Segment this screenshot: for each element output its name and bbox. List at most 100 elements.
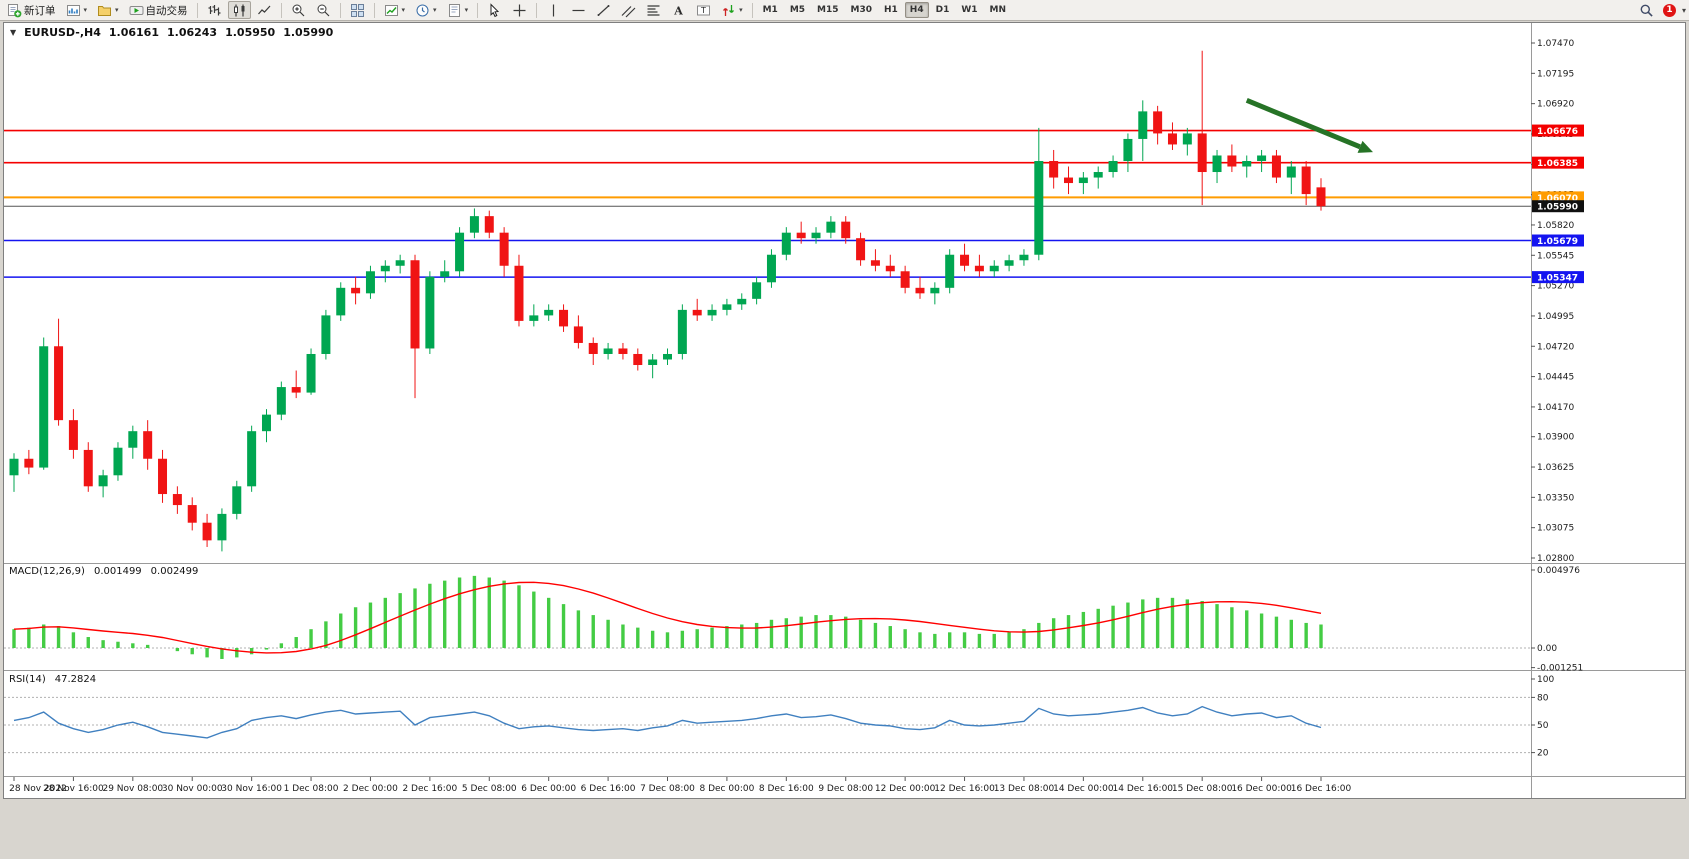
svg-text:16 Dec 16:00: 16 Dec 16:00 xyxy=(1291,784,1352,794)
svg-text:1.03350: 1.03350 xyxy=(1537,493,1574,503)
new-order-button[interactable]: 新订单 xyxy=(3,1,60,19)
svg-text:1.07195: 1.07195 xyxy=(1537,69,1574,79)
zoom-out-icon xyxy=(316,3,331,18)
vline-button[interactable] xyxy=(542,1,565,19)
timeframe-mn-button[interactable]: MN xyxy=(989,5,1007,15)
text-icon: A xyxy=(671,3,686,18)
svg-text:1.06920: 1.06920 xyxy=(1537,100,1574,110)
zoom-out-button[interactable] xyxy=(312,1,335,19)
timeframe-m15-button[interactable]: M15 xyxy=(817,5,839,15)
svg-text:A: A xyxy=(673,4,683,17)
svg-text:2 Dec 16:00: 2 Dec 16:00 xyxy=(402,784,457,794)
text-button[interactable]: A xyxy=(667,1,690,19)
toolbar-separator xyxy=(536,2,538,18)
channel-button[interactable] xyxy=(617,1,640,19)
timeframe-h1-button[interactable]: H1 xyxy=(884,5,898,15)
svg-text:8 Dec 00:00: 8 Dec 00:00 xyxy=(700,784,755,794)
profiles-button[interactable]: ▾ xyxy=(93,1,123,19)
macd-value: 0.001499 xyxy=(93,566,142,577)
time-axis[interactable] xyxy=(4,777,1531,798)
timeframe-m1-button[interactable]: M1 xyxy=(762,5,778,15)
crosshair-button[interactable] xyxy=(508,1,531,19)
symbol-collapse-icon[interactable]: ▼ xyxy=(10,28,17,37)
search-button[interactable] xyxy=(1635,1,1658,19)
macd-signal-line xyxy=(13,581,1322,654)
svg-text:30 Nov 16:00: 30 Nov 16:00 xyxy=(221,784,282,794)
svg-text:8 Dec 16:00: 8 Dec 16:00 xyxy=(759,784,814,794)
new-chart-icon xyxy=(66,3,81,18)
svg-text:1.04995: 1.04995 xyxy=(1537,312,1574,322)
indicator-button[interactable]: ▾ xyxy=(380,1,410,19)
macd-axis-label: 0.00 xyxy=(1537,644,1557,654)
zoom-in-button[interactable] xyxy=(287,1,310,19)
svg-text:5 Dec 08:00: 5 Dec 08:00 xyxy=(462,784,517,794)
svg-text:9 Dec 08:00: 9 Dec 08:00 xyxy=(818,784,873,794)
line-button[interactable] xyxy=(253,1,276,19)
timeframe-w1-button[interactable]: W1 xyxy=(961,5,978,15)
label-button[interactable]: T xyxy=(692,1,715,19)
hline-button[interactable] xyxy=(567,1,590,19)
toolbar-separator xyxy=(196,2,198,18)
open-value: 1.06161 xyxy=(108,26,159,39)
timeframe-m5-button[interactable]: M5 xyxy=(789,5,806,15)
svg-text:1.04720: 1.04720 xyxy=(1537,342,1574,352)
fibo-icon xyxy=(646,3,661,18)
main-toolbar: 新订单 ▾ ▾ 自动交易 ▾ ▾ ▾ A T ▾ M1 M5 M15 M30 H1 H4 D1 W1 MN 1 ▾ xyxy=(0,0,1689,21)
hline-icon xyxy=(571,3,586,18)
timeframe-d1-button[interactable]: D1 xyxy=(935,5,950,15)
macd-axis-label: 0.004976 xyxy=(1537,566,1580,576)
channel-icon xyxy=(621,3,636,18)
toolbar-overflow-icon[interactable]: ▾ xyxy=(1681,5,1686,15)
template-button[interactable]: ▾ xyxy=(443,1,473,19)
notification-badge[interactable]: 1 xyxy=(1662,3,1676,17)
arrows-button[interactable]: ▾ xyxy=(717,1,747,19)
tile-button[interactable] xyxy=(346,1,369,19)
autotrade-button[interactable]: 自动交易 xyxy=(125,1,192,19)
toolbar-separator xyxy=(477,2,479,18)
svg-text:1.06676: 1.06676 xyxy=(1537,127,1578,137)
chart-ohlc-header: ▼ EURUSD-,H4 1.06161 1.06243 1.05950 1.0… xyxy=(10,26,333,39)
bars-icon xyxy=(207,3,222,18)
svg-text:1.06070: 1.06070 xyxy=(1537,194,1578,204)
dropdown-caret-icon[interactable]: ▾ xyxy=(83,6,88,14)
timeframe-h4-button[interactable]: H4 xyxy=(904,2,929,18)
rsi-line xyxy=(13,705,1322,739)
svg-text:15 Dec 08:00: 15 Dec 08:00 xyxy=(1172,784,1233,794)
new-chart-button[interactable]: ▾ xyxy=(62,1,92,19)
toolbar-separator xyxy=(373,2,375,18)
period-button[interactable]: ▾ xyxy=(411,1,441,19)
price-line-labels: 1.06676 1.06385 1.060701.05990 1.05679 1.053… xyxy=(1532,124,1584,284)
dropdown-caret-icon[interactable]: ▾ xyxy=(115,6,119,14)
price-axis[interactable] xyxy=(1532,23,1685,776)
bars-button[interactable] xyxy=(203,1,226,19)
line-icon xyxy=(257,3,272,18)
trendline-button[interactable] xyxy=(592,1,615,19)
dropdown-caret-icon[interactable]: ▾ xyxy=(464,6,469,14)
svg-text:6 Dec 16:00: 6 Dec 16:00 xyxy=(581,784,636,794)
chart-canvas[interactable]: 0.004976 0.00 -0.001251100 80 50 20 1.07470 1.0… xyxy=(4,23,1685,798)
dropdown-caret-icon[interactable]: ▾ xyxy=(401,6,406,14)
timeframe-m30-button[interactable]: M30 xyxy=(850,5,872,15)
candlesticks xyxy=(9,50,1326,552)
svg-text:14 Dec 16:00: 14 Dec 16:00 xyxy=(1113,784,1174,794)
autotrade-label: 自动交易 xyxy=(145,4,188,17)
dropdown-caret-icon[interactable]: ▾ xyxy=(433,6,437,14)
cursor-button[interactable] xyxy=(483,1,506,19)
close-value: 1.05990 xyxy=(283,26,334,39)
svg-text:1.05990: 1.05990 xyxy=(1537,203,1578,213)
macd-axis-label: -0.001251 xyxy=(1537,664,1583,674)
svg-text:1.04445: 1.04445 xyxy=(1537,373,1574,383)
svg-text:28 Nov 16:00: 28 Nov 16:00 xyxy=(43,784,104,794)
rsi-title: RSI(14) xyxy=(9,674,46,685)
fibo-button[interactable] xyxy=(642,1,665,19)
dropdown-caret-icon[interactable]: ▾ xyxy=(739,6,743,14)
profiles-icon xyxy=(97,3,112,18)
svg-text:29 Nov 08:00: 29 Nov 08:00 xyxy=(102,784,163,794)
trend-arrow[interactable] xyxy=(1245,98,1373,153)
svg-text:2 Dec 00:00: 2 Dec 00:00 xyxy=(343,784,398,794)
svg-text:13 Dec 08:00: 13 Dec 08:00 xyxy=(994,784,1055,794)
arrows-icon xyxy=(721,3,736,18)
candles-button[interactable] xyxy=(227,1,251,19)
toolbar-separator xyxy=(280,2,282,18)
low-value: 1.05950 xyxy=(225,26,276,39)
